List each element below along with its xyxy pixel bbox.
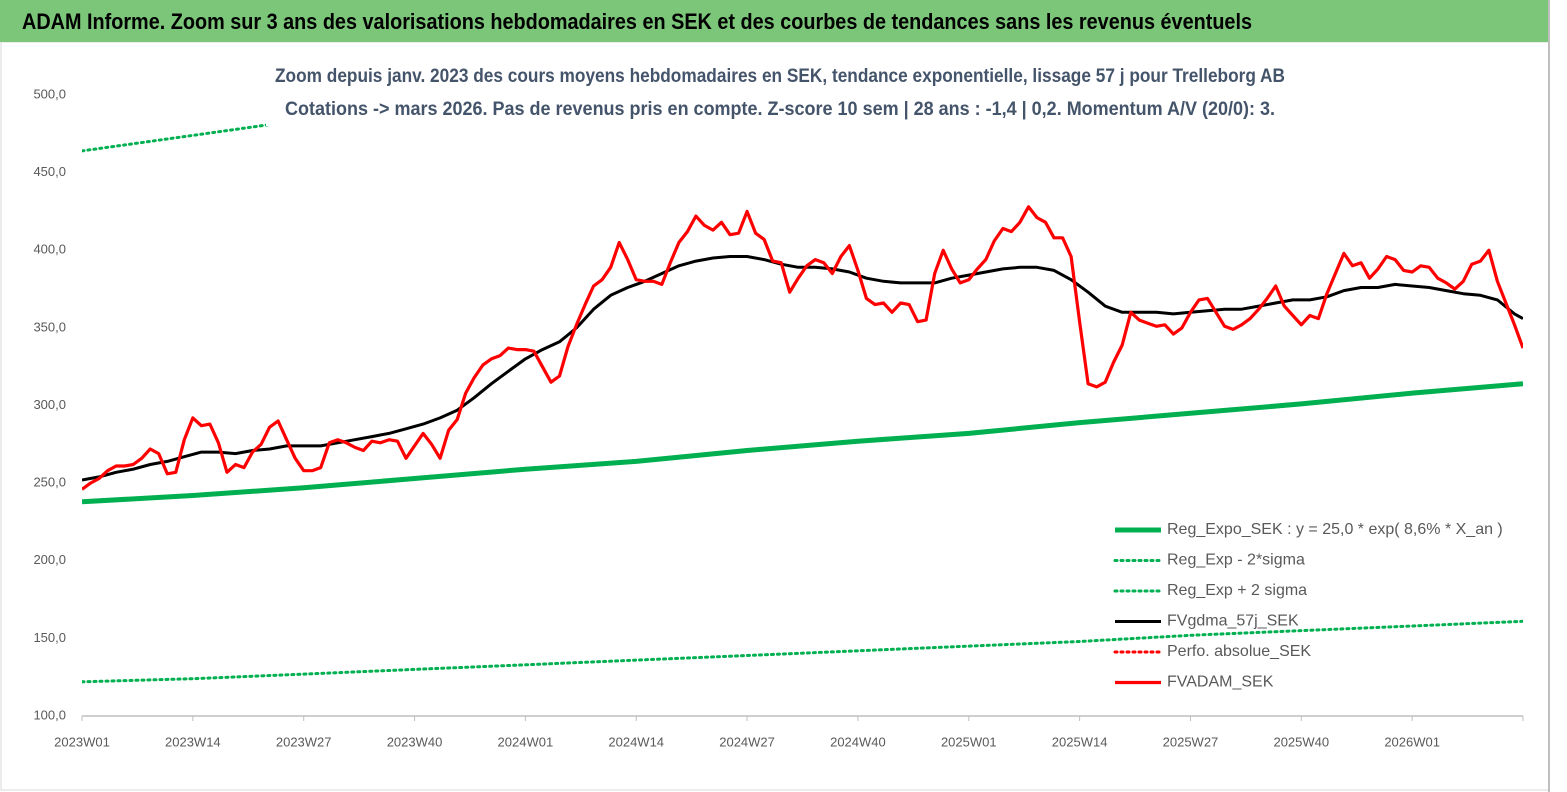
title-bar [0, 0, 1549, 42]
x-tick-label: 2025W40 [1273, 734, 1329, 749]
series-line [82, 381, 1523, 505]
legend-label: Perfo. absolue_SEK [1167, 643, 1311, 660]
legend-label: Reg_Exp + 2 sigma [1167, 582, 1307, 599]
x-tick-label: 2023W40 [387, 734, 443, 749]
x-tick-label: 2025W14 [1052, 734, 1108, 749]
series-line [82, 205, 1523, 491]
x-tick-label: 2024W27 [719, 734, 775, 749]
y-tick-label: 100,0 [33, 707, 66, 722]
x-tick-label: 2023W14 [165, 734, 221, 749]
legend: Reg_Expo_SEK : y = 25,0 * exp( 8,6% * X_… [1113, 521, 1503, 691]
subtitle-box [266, 60, 1290, 126]
legend-label: Reg_Expo_SEK : y = 25,0 * exp( 8,6% * X_… [1167, 521, 1503, 538]
y-tick-label: 500,0 [33, 86, 66, 101]
legend-label: Reg_Exp - 2*sigma [1167, 552, 1305, 569]
y-tick-label: 150,0 [33, 630, 66, 645]
x-tick-label: 2024W14 [608, 734, 664, 749]
x-tick-label: 2025W01 [941, 734, 997, 749]
y-tick-label: 250,0 [33, 475, 66, 490]
chart-title: ADAM Informe. Zoom sur 3 ans des valoris… [22, 9, 1252, 34]
y-tick-label: 400,0 [33, 242, 66, 257]
y-tick-label: 450,0 [33, 164, 66, 179]
series-layer [82, 95, 1523, 684]
legend-label: FVgdma_57j_SEK [1167, 613, 1299, 630]
plot-area: 100,0 150,0 200,0 250,0 300,0 350,0 400,0 450,0… [33, 86, 1524, 749]
x-tick-label: 2023W27 [276, 734, 332, 749]
subtitle: Cotations -> mars 2026. Pas de revenus p… [285, 99, 1275, 120]
x-tick-label: 2023W01 [54, 734, 110, 749]
series-line [82, 619, 1523, 684]
x-tick-label: 2026W01 [1384, 734, 1440, 749]
y-tick-label: 350,0 [33, 319, 66, 334]
y-tick-label: 200,0 [33, 552, 66, 567]
x-tick-label: 2024W40 [830, 734, 886, 749]
legend-label: FVADAM_SEK [1167, 674, 1274, 691]
subtitle: Zoom depuis janv. 2023 des cours moyens … [275, 66, 1285, 87]
x-tick-label: 2025W27 [1163, 734, 1219, 749]
x-tick-label: 2024W01 [498, 734, 554, 749]
y-tick-label: 300,0 [33, 397, 66, 412]
